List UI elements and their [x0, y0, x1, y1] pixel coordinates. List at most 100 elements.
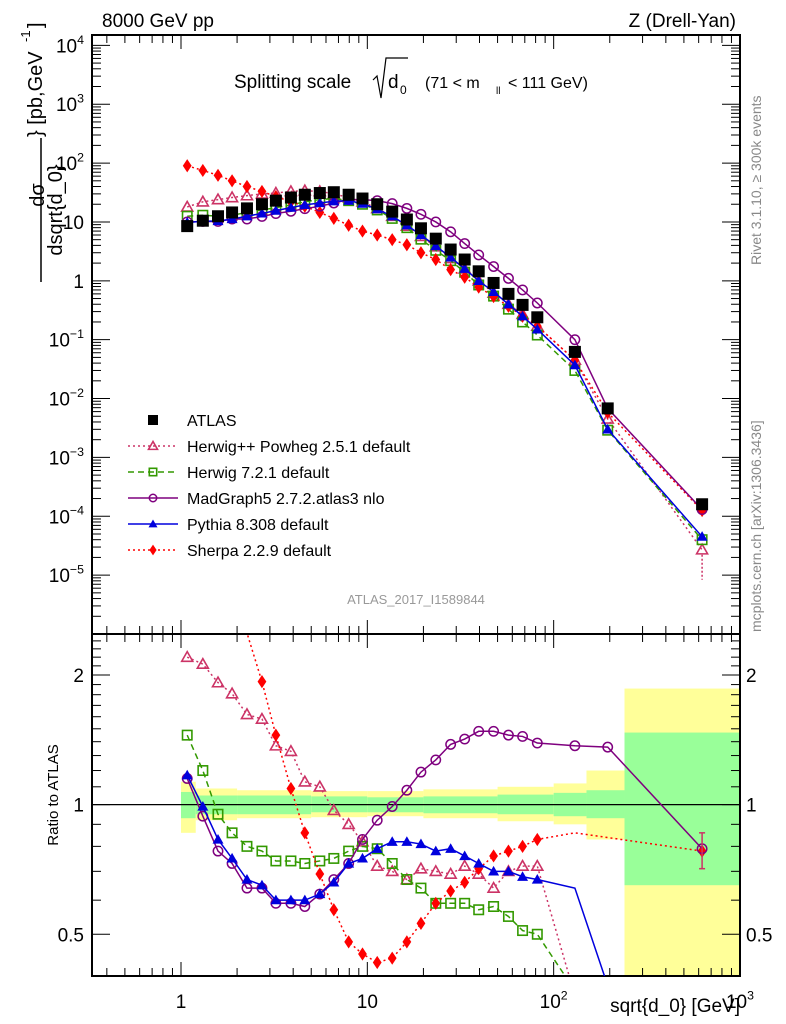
ylabel-exponent: -1 — [18, 30, 33, 42]
y-tick-label-exponent: −2 — [70, 386, 84, 400]
ratio-point-pythia — [459, 850, 471, 861]
ratio-point-herwigpp — [414, 861, 428, 874]
ratio-axes: 1 10 102 103 0.5 0.5 1 1 2 2 — [58, 633, 772, 1013]
ratio-point-herwig7 — [212, 808, 224, 820]
ratio-line-herwigpp — [186, 656, 570, 976]
ratio-point-herwig7 — [459, 897, 471, 909]
ratio-point-herwigpp — [515, 858, 530, 871]
data-point-pythia — [285, 202, 297, 212]
ratio-point-herwig7 — [256, 845, 268, 857]
x-tick-label: 103 — [726, 988, 754, 1013]
data-point-sherpa — [227, 174, 237, 188]
data-point-atlas — [240, 202, 253, 215]
x-tick-label-exponent: 3 — [747, 988, 754, 1002]
x-tick-label: 1 — [176, 992, 187, 1013]
chart-title: Splitting scale d 0 (71 < m ll < 111 GeV… — [234, 57, 588, 99]
title-prefix: Splitting scale — [234, 72, 351, 93]
ratio-point-herwigpp — [341, 817, 356, 830]
ratio-point-pythia — [356, 852, 368, 863]
ratio-series — [180, 634, 708, 976]
ratio-point-sherpa — [431, 896, 441, 910]
ratio-point-pythia — [270, 894, 282, 905]
y-tick-label-exponent: −5 — [70, 563, 84, 577]
title-suffix: (71 < m — [425, 75, 480, 92]
ratio-point-herwigpp — [297, 774, 312, 787]
data-point-pythia — [488, 286, 500, 296]
data-point-atlas — [342, 188, 355, 201]
legend-marker-atlas — [148, 415, 158, 425]
ratio-point-herwig7 — [241, 840, 253, 852]
data-point-atlas — [696, 498, 709, 511]
ratio-point-herwigpp — [225, 686, 239, 699]
ylabel-numerator: dσ — [27, 183, 49, 207]
ratio-point-pythia — [401, 836, 413, 846]
data-point-pythia — [299, 199, 311, 210]
ratio-point-pythia — [371, 843, 383, 853]
data-point-atlas — [226, 206, 239, 219]
y-tick-label-exponent: −4 — [70, 504, 84, 518]
series-line-madgraph — [187, 198, 703, 511]
data-point-sherpa — [387, 233, 397, 247]
ratio-point-pythia — [314, 888, 326, 899]
legend-item-atlas: ATLAS — [148, 413, 237, 430]
ratio-point-pythia — [212, 833, 224, 844]
ratio-point-herwigpp — [457, 858, 472, 871]
data-point-pythia — [517, 310, 529, 321]
title-sub-ll: ll — [496, 86, 500, 97]
ratio-line-herwig7 — [186, 734, 567, 976]
ratio-point-sherpa — [344, 935, 354, 949]
ratio-point-herwigpp — [385, 864, 400, 877]
ratio-error-bar — [699, 832, 706, 870]
data-point-sherpa — [329, 211, 339, 225]
ratio-point-sherpa — [387, 951, 397, 965]
data-point-atlas — [429, 232, 442, 245]
data-point-madgraph — [430, 216, 442, 228]
ratio-ylabel: Ratio to ATLAS — [45, 744, 62, 845]
y-tick-label: 104 — [56, 33, 84, 58]
data-point-madgraph — [401, 202, 413, 214]
data-point-herwigpp — [240, 188, 254, 201]
ratio-point-herwigpp — [255, 711, 269, 724]
ratio-point-pythia — [502, 865, 514, 876]
y-tick-label-exponent: −1 — [70, 327, 84, 341]
ratio-y-tick-label-right: 0.5 — [746, 925, 772, 946]
legend-item-madgraph: MadGraph5 2.7.2.atlas3 nlo — [128, 491, 385, 508]
data-point-herwigpp — [600, 411, 615, 424]
ratio-point-sherpa — [300, 826, 310, 840]
ratio-point-pythia — [386, 836, 398, 846]
ratio-point-pythia — [241, 874, 253, 884]
data-point-madgraph — [445, 226, 457, 238]
ylabel-close: ] — [25, 22, 47, 28]
ratio-point-sherpa — [329, 903, 339, 917]
ratio-line-madgraph — [186, 730, 703, 908]
y-tick-label: 10−4 — [49, 504, 84, 529]
ratio-point-madgraph — [445, 738, 457, 750]
data-point-sherpa — [446, 263, 456, 277]
ratio-point-madgraph — [517, 730, 529, 742]
legend-item-sherpa: Sherpa 2.2.9 default — [128, 543, 332, 560]
data-point-pythia — [445, 251, 457, 262]
data-point-sherpa — [460, 270, 470, 284]
ratio-point-herwig7 — [401, 874, 413, 886]
y-tick-label-exponent: 3 — [77, 92, 84, 106]
data-point-herwigpp — [225, 190, 239, 203]
legend-item-herwigpp: Herwig++ Powheg 2.5.1 default — [128, 439, 411, 456]
data-point-pythia — [502, 298, 514, 309]
ratio-point-madgraph — [503, 729, 514, 741]
legend-label: Herwig 7.2.1 default — [187, 465, 330, 482]
data-point-atlas — [196, 214, 209, 227]
data-point-sherpa — [182, 159, 192, 173]
ratio-point-herwig7 — [473, 904, 485, 916]
ratio-point-madgraph — [357, 834, 368, 845]
ratio-point-herwig7 — [197, 765, 209, 777]
data-point-atlas — [458, 253, 471, 266]
data-point-sherpa — [213, 168, 223, 182]
ratio-point-herwigpp — [211, 675, 225, 688]
data-point-madgraph — [415, 208, 427, 220]
data-point-sherpa — [257, 184, 267, 199]
y-tick-label: 10−2 — [49, 386, 84, 411]
ratio-point-herwigpp — [443, 866, 458, 879]
ratio-point-herwigpp — [284, 744, 298, 757]
legend-label: Herwig++ Powheg 2.5.1 default — [187, 439, 411, 456]
